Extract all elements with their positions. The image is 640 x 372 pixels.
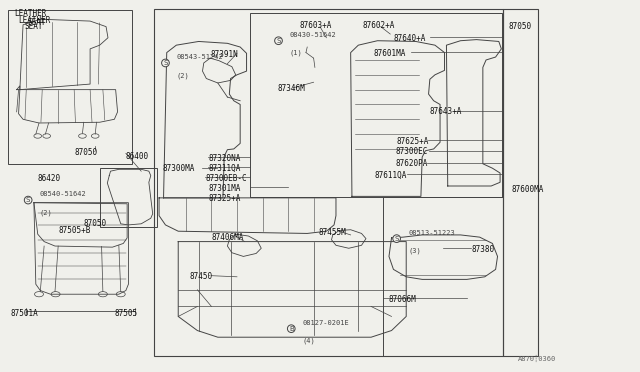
Text: (2): (2)	[177, 72, 189, 79]
Bar	[250, 13, 502, 197]
Text: 08430-51642: 08430-51642	[290, 32, 337, 38]
Text: 87300MA: 87300MA	[163, 164, 195, 173]
Text: 86420: 86420	[38, 174, 61, 183]
Text: 87603+A: 87603+A	[300, 21, 332, 30]
Text: 87066M: 87066M	[389, 295, 417, 304]
Text: 08127-0201E: 08127-0201E	[303, 320, 349, 326]
Text: 87320NA: 87320NA	[208, 154, 241, 163]
Text: 87300EC: 87300EC	[396, 147, 428, 156]
Text: 87050: 87050	[84, 219, 107, 228]
Text: S: S	[394, 235, 399, 242]
Text: 87346M: 87346M	[278, 84, 306, 93]
Text: 87300EB-C: 87300EB-C	[205, 174, 246, 183]
Text: 87625+A: 87625+A	[397, 137, 429, 146]
Text: 87611QA: 87611QA	[374, 171, 406, 180]
Text: 08513-51223: 08513-51223	[408, 230, 455, 235]
Text: 87601MA: 87601MA	[373, 49, 405, 58]
Text: (4): (4)	[303, 338, 316, 344]
Text: 87640+A: 87640+A	[394, 34, 426, 43]
Text: 87505+B: 87505+B	[58, 226, 90, 235]
Text: 87602+A: 87602+A	[363, 21, 395, 30]
Bar	[100, 168, 157, 227]
Text: 87311QA: 87311QA	[208, 164, 241, 173]
Text: 86400: 86400	[126, 152, 149, 161]
Bar	[154, 9, 503, 356]
Text: (3): (3)	[408, 248, 421, 254]
Text: B: B	[289, 326, 294, 332]
Text: 87380: 87380	[471, 245, 495, 254]
Text: S: S	[163, 60, 168, 66]
Text: 87505: 87505	[115, 310, 138, 318]
Text: S: S	[26, 197, 30, 203]
Text: 08543-51242: 08543-51242	[177, 54, 224, 60]
Text: A870┆0360: A870┆0360	[518, 355, 556, 362]
Text: 87600MA: 87600MA	[511, 185, 544, 194]
Text: SEAT: SEAT	[28, 19, 46, 28]
Text: (2): (2)	[40, 209, 52, 216]
Bar	[383, 197, 503, 356]
Text: 87643+A: 87643+A	[430, 108, 462, 116]
Bar	[503, 9, 538, 356]
Text: 87050: 87050	[508, 22, 531, 31]
Text: 87325+A: 87325+A	[208, 194, 241, 203]
Text: LEATHER: LEATHER	[19, 16, 51, 25]
Text: (1): (1)	[290, 50, 303, 57]
Text: 87391N: 87391N	[210, 50, 238, 59]
Text: 87501A: 87501A	[11, 310, 38, 318]
Text: 87050: 87050	[74, 148, 97, 157]
Text: 87406MA: 87406MA	[211, 232, 244, 242]
Text: 87455M: 87455M	[318, 228, 346, 237]
Bar	[8, 10, 132, 164]
Text: LEATHER: LEATHER	[15, 9, 47, 18]
Text: 87301MA: 87301MA	[208, 184, 241, 193]
Text: 08540-51642: 08540-51642	[40, 191, 86, 197]
Text: SEAT: SEAT	[25, 22, 44, 31]
Text: S: S	[276, 38, 281, 44]
Text: 87620PA: 87620PA	[396, 159, 428, 168]
Text: 87450: 87450	[189, 272, 213, 281]
